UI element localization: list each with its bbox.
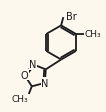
Text: N: N <box>41 78 49 88</box>
Text: O: O <box>21 70 28 80</box>
Text: CH₃: CH₃ <box>11 95 28 104</box>
Text: N: N <box>29 60 37 70</box>
Text: CH₃: CH₃ <box>85 30 102 39</box>
Text: Br: Br <box>66 12 77 22</box>
